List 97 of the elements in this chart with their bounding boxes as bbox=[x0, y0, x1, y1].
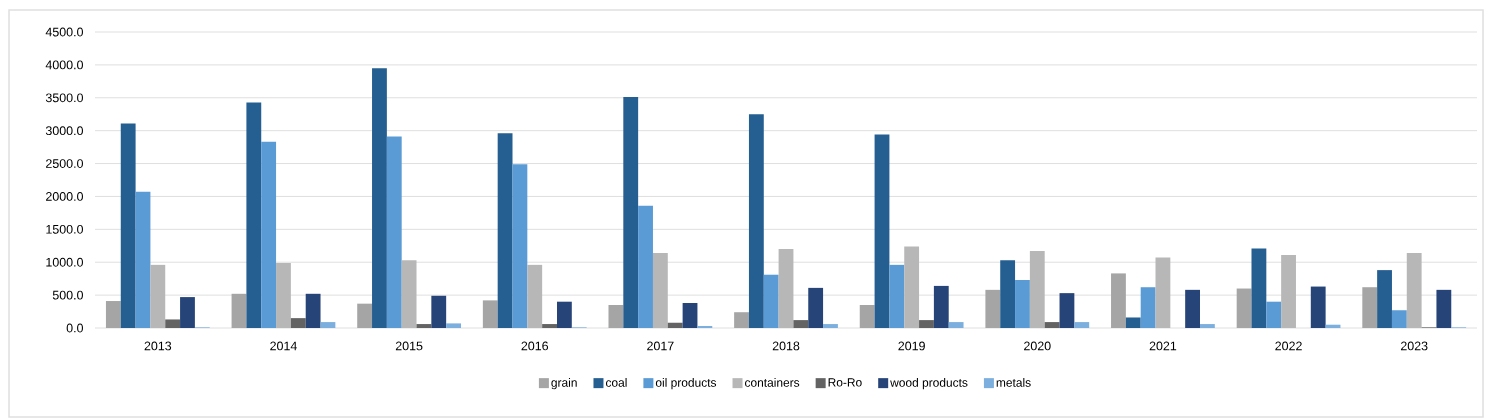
bar bbox=[372, 68, 387, 328]
y-tick-label: 1500.0 bbox=[46, 224, 83, 234]
bar bbox=[527, 264, 543, 328]
x-tick-label: 2022 bbox=[1275, 341, 1302, 351]
bar bbox=[1059, 293, 1075, 328]
bar bbox=[889, 264, 905, 328]
bar bbox=[638, 205, 653, 328]
y-tick-label: 4500.0 bbox=[45, 27, 83, 37]
legend-label: containers bbox=[745, 378, 800, 387]
y-tick-label: 3500.0 bbox=[45, 93, 83, 103]
legend-label: Ro-Ro bbox=[828, 378, 862, 387]
bar bbox=[1377, 270, 1392, 328]
bar bbox=[948, 322, 964, 328]
bar bbox=[120, 123, 136, 328]
bar bbox=[1362, 287, 1378, 328]
x-tick-label: 2018 bbox=[772, 341, 800, 351]
bar bbox=[357, 303, 373, 328]
legend-label: metals bbox=[996, 378, 1031, 387]
y-tick-label: 1000.0 bbox=[46, 257, 83, 267]
bar bbox=[135, 191, 151, 328]
bar bbox=[808, 287, 824, 328]
bar bbox=[763, 274, 779, 328]
bar bbox=[1199, 324, 1215, 328]
y-tick-label: 2000.0 bbox=[46, 192, 83, 201]
bar bbox=[623, 97, 639, 328]
x-tick-label: 2017 bbox=[647, 341, 674, 351]
bar bbox=[748, 114, 764, 328]
bar bbox=[512, 164, 528, 328]
x-tick-label: 2013 bbox=[144, 341, 172, 351]
bar bbox=[682, 303, 698, 328]
x-tick-label: 2021 bbox=[1149, 341, 1177, 351]
bar bbox=[1436, 289, 1452, 328]
legend-label: wood products bbox=[890, 378, 968, 390]
x-tick-label: 2016 bbox=[521, 341, 549, 351]
bar bbox=[667, 322, 683, 328]
bar bbox=[1185, 289, 1200, 328]
bar bbox=[1236, 288, 1252, 328]
bar bbox=[542, 324, 557, 328]
bar bbox=[305, 293, 321, 328]
bar bbox=[320, 322, 336, 328]
legend-label: coal bbox=[605, 378, 627, 387]
bar bbox=[1111, 273, 1126, 328]
bar bbox=[416, 324, 432, 328]
bar bbox=[150, 264, 166, 328]
bar bbox=[231, 293, 247, 328]
y-tick-label: 4000.0 bbox=[45, 60, 83, 70]
bar bbox=[823, 324, 838, 328]
bar bbox=[1310, 286, 1326, 328]
bar bbox=[1251, 248, 1267, 328]
bar bbox=[482, 300, 498, 328]
x-tick-label: 2019 bbox=[898, 341, 925, 351]
bar bbox=[290, 318, 306, 328]
x-tick-label: 2014 bbox=[270, 341, 297, 351]
bar bbox=[1281, 254, 1296, 328]
y-tick-label: 2500.0 bbox=[46, 159, 83, 168]
bar bbox=[497, 133, 513, 328]
bar bbox=[1044, 322, 1060, 328]
bar bbox=[1074, 322, 1090, 328]
bar bbox=[1125, 317, 1141, 328]
bar bbox=[734, 312, 749, 328]
bar bbox=[1266, 301, 1282, 328]
bar bbox=[874, 134, 890, 328]
bar bbox=[165, 319, 181, 328]
bar bbox=[431, 295, 447, 328]
x-tick-label: 2020 bbox=[1024, 341, 1051, 351]
bar bbox=[246, 102, 262, 328]
x-tick-label: 2023 bbox=[1400, 341, 1428, 351]
bar bbox=[276, 262, 291, 328]
bar bbox=[933, 285, 949, 328]
y-tick-label: 0.0 bbox=[66, 323, 83, 333]
bar bbox=[859, 304, 875, 328]
bar bbox=[401, 260, 417, 328]
bar bbox=[1155, 257, 1171, 328]
bar bbox=[652, 253, 668, 328]
bar bbox=[904, 246, 920, 328]
bar bbox=[180, 297, 195, 328]
bar bbox=[261, 141, 277, 328]
bar bbox=[985, 289, 1001, 328]
bar bbox=[1406, 253, 1422, 328]
bar bbox=[446, 323, 461, 328]
bar bbox=[1140, 287, 1156, 328]
bar bbox=[778, 249, 794, 328]
legend-label: oil products bbox=[655, 378, 717, 390]
bar bbox=[556, 301, 572, 328]
bar bbox=[386, 136, 402, 328]
bar bbox=[105, 301, 121, 328]
y-tick-label: 500.0 bbox=[52, 290, 83, 300]
bar bbox=[793, 320, 809, 328]
y-tick-label: 3000.0 bbox=[45, 126, 83, 136]
bar bbox=[608, 304, 624, 328]
bar bbox=[919, 320, 934, 328]
bar bbox=[1391, 310, 1407, 328]
bar bbox=[1015, 279, 1030, 328]
bar bbox=[1029, 251, 1045, 328]
x-tick-label: 2015 bbox=[395, 341, 423, 351]
legend-label: grain bbox=[551, 378, 577, 390]
bar bbox=[1000, 260, 1016, 328]
